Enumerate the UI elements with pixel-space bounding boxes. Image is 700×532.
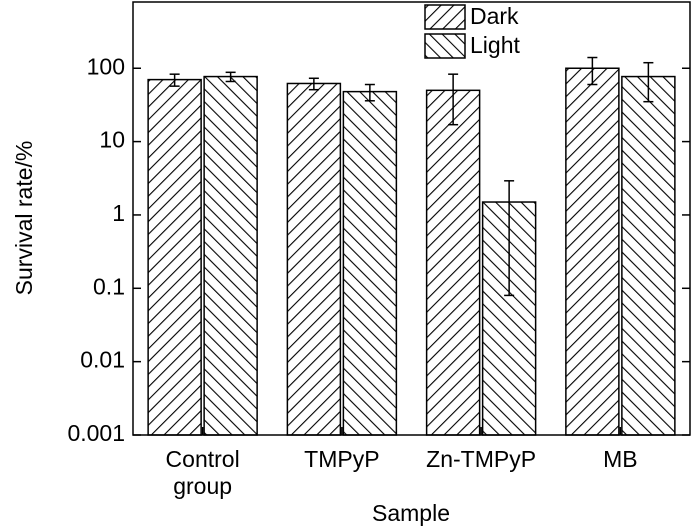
bar (203, 75, 258, 436)
x-tick-label: MB (603, 446, 638, 472)
bar (147, 78, 202, 436)
x-tick-label: Zn-TMPyP (426, 446, 537, 472)
bar (565, 67, 620, 436)
x-tick-label: Control group (165, 446, 240, 499)
plot-frame (132, 1, 691, 436)
x-axis-label: Sample (372, 500, 450, 526)
y-tick-label: 0.01 (80, 347, 125, 373)
legend-label: Dark (470, 3, 519, 29)
y-tick-label: 10 (99, 127, 125, 153)
legend-swatch (424, 33, 466, 59)
y-tick-label: 1 (112, 200, 125, 226)
y-axis-label: Survival rate/% (11, 141, 37, 296)
bar (286, 82, 342, 436)
bar (621, 75, 676, 436)
legend-label: Light (470, 32, 520, 58)
bar (342, 90, 398, 436)
x-tick-label: TMPyP (304, 446, 380, 472)
legend-swatch (424, 4, 466, 30)
y-tick-label: 0.001 (67, 420, 125, 446)
y-tick-label: 100 (87, 53, 125, 79)
bar (425, 89, 481, 436)
y-tick-label: 0.1 (93, 273, 125, 299)
